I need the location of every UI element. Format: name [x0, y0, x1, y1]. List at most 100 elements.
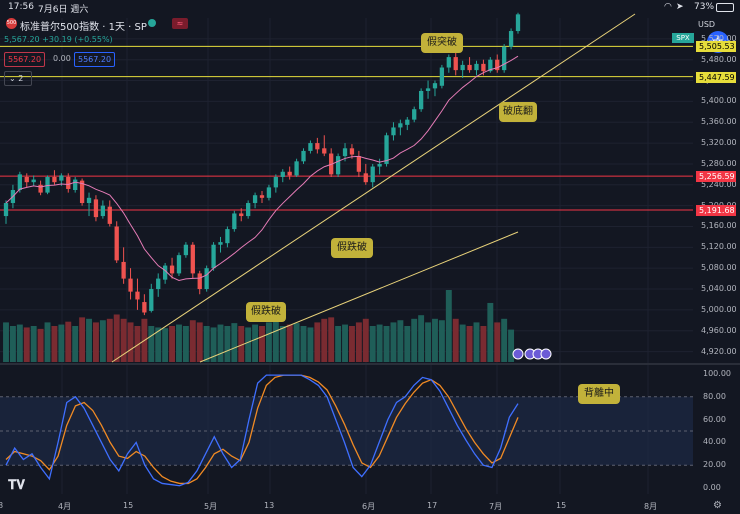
candle-body: [176, 255, 182, 274]
candle-body: [405, 119, 410, 125]
candle-body: [481, 63, 486, 72]
time-axis-label: 13: [264, 501, 275, 510]
candle-body: [190, 244, 195, 274]
candle-body: [488, 59, 493, 72]
candle-body: [52, 176, 57, 183]
candle-body: [246, 203, 251, 217]
candle-body: [232, 213, 237, 230]
sell-button[interactable]: 5567.20: [4, 52, 46, 67]
volume-bar: [259, 326, 265, 362]
price-line-tag[interactable]: 5,505.53: [696, 41, 736, 53]
symbol-title[interactable]: 标准普尔500指数 · 1天 · SP: [20, 22, 147, 33]
price-line-tag[interactable]: 5,447.59: [696, 71, 736, 83]
volume-bar: [390, 322, 397, 362]
candle-body: [259, 195, 265, 198]
volume-bar: [432, 318, 438, 362]
volume-bar: [445, 290, 452, 362]
volume-bar: [425, 322, 432, 362]
volume-bar: [169, 326, 176, 362]
volume-bar: [286, 324, 293, 362]
volume-bar: [92, 322, 99, 362]
volume-bar: [210, 327, 217, 362]
annotation-bottom-reversal[interactable]: 破底翻: [499, 102, 537, 122]
indicators-toggle[interactable]: ⌄ 2: [4, 71, 32, 86]
tradingview-logo: 𝐓𝐕: [8, 478, 25, 493]
volume-bar: [272, 320, 279, 362]
time-axis-label: 4月: [58, 502, 72, 511]
candle-body: [128, 278, 133, 292]
volume-bar: [459, 324, 466, 362]
price-axis-label: 5,000.00: [701, 304, 737, 314]
price-line-tag[interactable]: 5,256.59: [696, 171, 736, 183]
candle-body: [66, 176, 71, 189]
volume-bar: [72, 326, 79, 362]
price-axis-label: 4,920.00: [701, 346, 737, 356]
candle-body: [135, 291, 140, 300]
volume-bar: [134, 326, 141, 362]
annotation-fake-breakdown-1[interactable]: 假跌破: [331, 238, 373, 258]
trend-line-main: [111, 13, 636, 363]
last-price: 5,567.20: [4, 35, 40, 44]
volume-bar: [162, 328, 169, 362]
volume-bar: [113, 314, 120, 362]
candle-body: [425, 88, 431, 91]
candle-body: [377, 163, 382, 167]
candle-body: [266, 187, 272, 198]
settings-icon[interactable]: ⚙: [713, 500, 722, 511]
candle-body: [370, 166, 375, 183]
buy-button[interactable]: 5567.20: [74, 52, 116, 67]
candle-body: [301, 150, 306, 162]
candle-body: [239, 213, 244, 217]
candle-body: [294, 161, 299, 176]
volume-bar: [99, 320, 106, 362]
volume-bar: [120, 318, 127, 362]
candle-body: [73, 179, 78, 190]
annotation-fake-breakdown-2[interactable]: 假跌破: [246, 302, 286, 322]
volume-bar: [411, 318, 418, 362]
price-change: +30.19 (+0.55%): [42, 35, 113, 44]
volume-bar: [501, 318, 508, 362]
price-axis-label: 5,040.00: [701, 284, 737, 294]
candle-body: [432, 83, 438, 89]
candle-body: [86, 197, 92, 204]
volume-bar: [376, 324, 383, 362]
volume-bar: [321, 318, 328, 362]
candle-body: [315, 143, 320, 150]
volume-bar: [245, 327, 252, 362]
candle-body: [149, 289, 154, 311]
candle-body: [197, 273, 202, 290]
volume-bar: [348, 326, 355, 362]
volume-bar: [383, 326, 390, 362]
candle-body: [446, 57, 451, 68]
volume-bar: [23, 327, 30, 362]
candle-body: [162, 265, 168, 280]
volume-bar: [438, 320, 445, 362]
volume-bar: [404, 326, 411, 362]
volume-bar: [300, 326, 307, 362]
candle-body: [204, 268, 209, 290]
flag-icon[interactable]: ≈: [172, 18, 188, 29]
price-line-tag[interactable]: 5,191.68: [696, 204, 736, 216]
volume-bar: [279, 326, 286, 362]
volume-bar: [314, 322, 321, 362]
candle-body: [467, 64, 472, 71]
candle-body: [93, 199, 99, 218]
volume-bar: [397, 320, 404, 362]
oscillator-axis-label: 20.00: [703, 460, 726, 470]
volume-bar: [148, 326, 155, 362]
volume-bar: [189, 320, 196, 362]
volume-bar: [51, 326, 58, 362]
chevron-down-icon: ⌄: [9, 74, 16, 83]
volume-bar: [293, 323, 300, 362]
volume-bar: [217, 324, 224, 362]
volume-bar: [224, 326, 231, 362]
annotation-divergence[interactable]: 背離中: [578, 384, 620, 404]
currency-label[interactable]: USD: [698, 20, 716, 29]
candle-body: [495, 59, 500, 71]
candle-body: [349, 148, 355, 155]
candle-body: [225, 229, 230, 244]
trend-line-lower: [199, 231, 519, 363]
annotation-fake-breakout[interactable]: 假突破: [421, 33, 463, 53]
candle-body: [356, 156, 362, 172]
